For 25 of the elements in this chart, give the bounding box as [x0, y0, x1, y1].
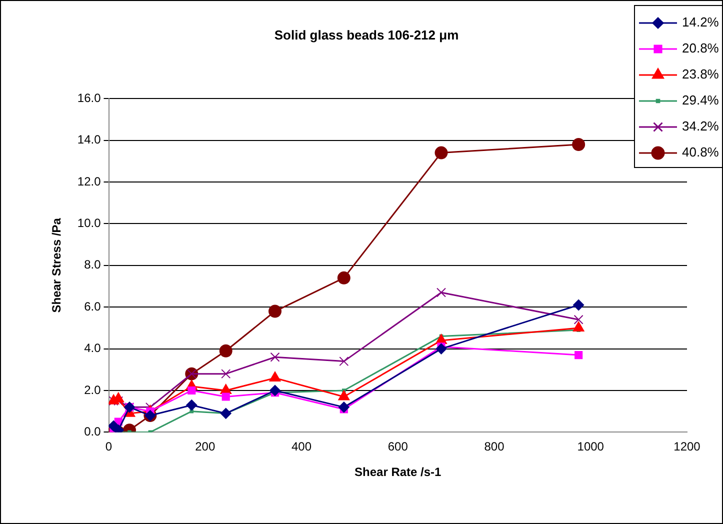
- x-tick-label: 200: [195, 440, 216, 454]
- x-tick-label: 1200: [674, 440, 701, 454]
- x-axis-title: Shear Rate /s-1: [354, 465, 442, 480]
- y-tick-label: 8.0: [84, 258, 102, 272]
- x-tick-label: 800: [484, 440, 505, 454]
- y-tick-label: 14.0: [77, 132, 102, 147]
- y-tick-label: 10.0: [77, 216, 102, 230]
- y-tick-label: 6.0: [84, 299, 102, 314]
- y-tick-label: 0.0: [84, 424, 102, 439]
- legend-label: 14.2%: [682, 14, 720, 30]
- chart-title: Solid glass beads 106-212 μm: [274, 27, 459, 42]
- y-tick-label: 2.0: [84, 382, 102, 397]
- x-tick-label: 1000: [577, 440, 604, 454]
- y-tick-label: 4.0: [84, 341, 102, 356]
- legend-label: 29.4%: [682, 92, 720, 108]
- y-tick-label: 12.0: [77, 174, 102, 188]
- x-tick-label: 400: [291, 440, 312, 454]
- legend-label: 40.8%: [682, 144, 720, 160]
- y-tick-label: 16.0: [77, 90, 102, 105]
- legend-label: 34.2%: [682, 118, 720, 134]
- legend-label: 20.8%: [682, 40, 720, 56]
- x-tick-label: 0: [105, 440, 112, 454]
- y-axis-title: Shear Stress /Pa: [50, 218, 64, 313]
- legend-label: 23.8%: [682, 66, 720, 82]
- x-tick-label: 600: [388, 440, 408, 454]
